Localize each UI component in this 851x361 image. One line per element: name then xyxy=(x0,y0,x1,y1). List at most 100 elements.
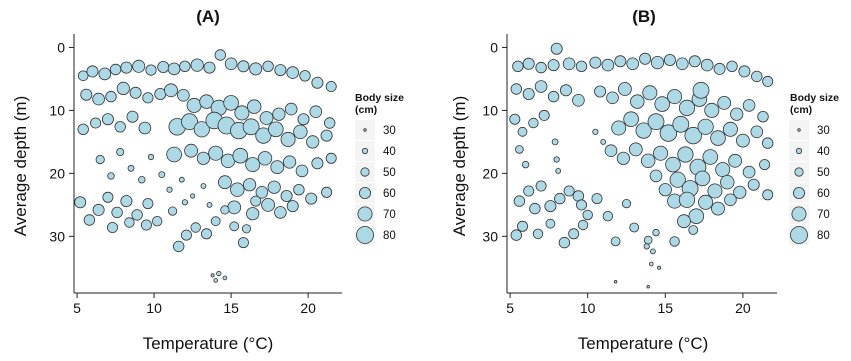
data-point xyxy=(83,214,96,226)
data-point xyxy=(642,85,658,101)
data-point xyxy=(762,189,774,201)
legend-label: 60 xyxy=(383,188,396,200)
data-point xyxy=(751,70,763,83)
data-point xyxy=(563,185,575,197)
data-point xyxy=(105,90,117,103)
data-point xyxy=(166,186,173,193)
data-point xyxy=(109,63,122,76)
data-point xyxy=(522,88,535,101)
data-point xyxy=(210,216,221,227)
data-point xyxy=(554,192,566,205)
data-point xyxy=(643,243,650,250)
data-point xyxy=(667,89,683,105)
data-point xyxy=(80,88,93,101)
data-point xyxy=(618,82,632,96)
data-point xyxy=(114,121,126,133)
data-point xyxy=(179,60,191,73)
data-point xyxy=(246,207,260,221)
data-point xyxy=(243,178,257,192)
data-point xyxy=(255,127,272,144)
size-legend: Body size (cm) 30 40 50 60 70 80 xyxy=(789,92,839,245)
data-point xyxy=(677,146,694,163)
data-point xyxy=(550,42,563,55)
data-point xyxy=(213,278,219,283)
data-point xyxy=(529,202,541,215)
data-point xyxy=(306,135,320,149)
data-point xyxy=(90,117,102,129)
data-point xyxy=(551,138,559,146)
data-point xyxy=(643,235,653,245)
data-point xyxy=(738,65,751,78)
data-point xyxy=(249,62,263,76)
data-point xyxy=(200,228,212,240)
y-tick-label: 20 xyxy=(482,165,498,181)
legend-title-line1: Body size xyxy=(355,92,404,104)
data-point xyxy=(736,133,750,148)
data-point xyxy=(512,60,524,73)
legend-marker xyxy=(795,147,803,155)
data-point xyxy=(181,199,188,206)
y-tick-label: 0 xyxy=(490,39,498,55)
legend-marker xyxy=(360,167,370,177)
data-point xyxy=(626,57,639,71)
data-point xyxy=(199,94,214,109)
data-point xyxy=(513,195,526,207)
data-point xyxy=(223,95,239,111)
data-point xyxy=(267,121,284,138)
data-point xyxy=(688,55,701,68)
data-point xyxy=(658,183,672,197)
data-point xyxy=(522,57,535,70)
legend-marker xyxy=(357,206,373,222)
data-point xyxy=(726,60,738,73)
data-point xyxy=(158,171,166,179)
data-point xyxy=(164,83,178,98)
data-point xyxy=(77,123,89,136)
data-point xyxy=(688,208,705,225)
legend-label: 30 xyxy=(383,125,396,137)
data-point xyxy=(98,67,112,81)
panel-b: (B) 5 10 15 20 0 10 20 30 Temperature (°C) Aver… xyxy=(450,7,839,353)
data-point xyxy=(102,191,114,203)
data-point xyxy=(535,180,547,192)
data-point xyxy=(641,153,656,169)
data-point xyxy=(116,81,130,96)
data-point xyxy=(517,126,528,137)
legend-marker xyxy=(797,128,801,132)
data-point xyxy=(190,193,196,199)
data-point xyxy=(229,221,240,232)
data-point xyxy=(665,156,681,173)
data-point xyxy=(132,59,146,73)
data-point xyxy=(621,199,632,209)
data-point xyxy=(180,229,192,241)
data-point xyxy=(216,270,222,277)
legend-label: 70 xyxy=(383,209,396,221)
x-tick-label: 5 xyxy=(73,300,81,316)
data-point xyxy=(635,122,652,139)
data-point xyxy=(700,58,714,72)
data-point xyxy=(675,57,689,71)
legend-label: 30 xyxy=(817,125,830,137)
data-point xyxy=(649,169,663,183)
data-point xyxy=(560,84,573,97)
data-point xyxy=(74,196,87,209)
data-point xyxy=(230,182,245,197)
points-layer xyxy=(74,49,337,283)
data-point xyxy=(589,56,602,69)
data-point xyxy=(151,215,163,227)
data-point xyxy=(257,151,273,166)
data-point xyxy=(178,176,185,183)
legend-label: 60 xyxy=(817,188,830,200)
data-point xyxy=(650,55,665,70)
data-point xyxy=(186,97,202,113)
data-point xyxy=(742,99,756,112)
data-point xyxy=(246,99,262,114)
data-point xyxy=(650,248,656,255)
data-point xyxy=(293,124,308,140)
data-point xyxy=(669,171,686,188)
data-point xyxy=(722,121,738,137)
panel-a: (A) 5 10 15 20 0 10 20 30 Temperature (°C) Aver… xyxy=(11,7,404,353)
data-point xyxy=(532,228,544,240)
data-point xyxy=(715,162,731,178)
data-point xyxy=(237,60,250,73)
